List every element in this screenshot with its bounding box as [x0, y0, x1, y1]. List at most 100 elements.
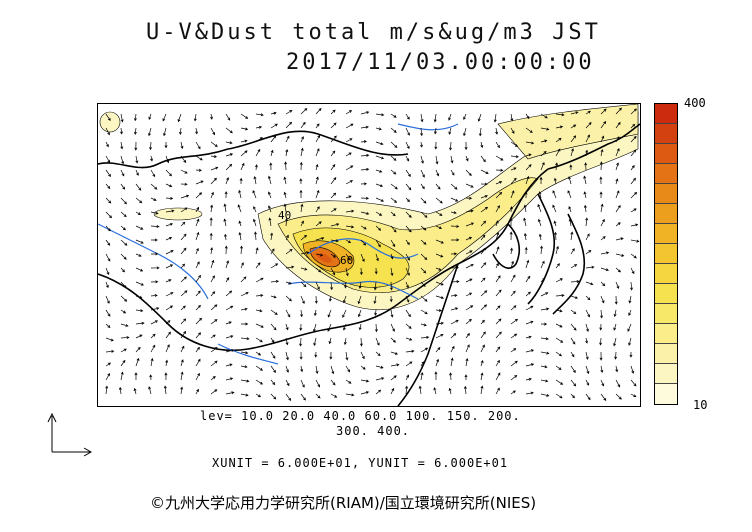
wind-arrow [510, 127, 515, 134]
wind-arrow [420, 309, 428, 315]
wind-vectors [105, 107, 640, 402]
wind-arrow [405, 169, 411, 178]
wind-arrow [135, 211, 142, 215]
wind-arrow [105, 281, 109, 289]
colorbar-segment [655, 304, 677, 324]
wind-arrow [195, 290, 201, 297]
wind-arrow [300, 234, 308, 241]
wind-arrow [284, 161, 288, 171]
wind-arrow [464, 374, 468, 381]
wind-arrow [463, 113, 467, 120]
wind-arrow [465, 236, 473, 241]
wind-arrow [210, 177, 217, 185]
wind-arrow [105, 127, 110, 136]
wind-arrow [405, 337, 413, 341]
wind-arrow [120, 169, 125, 177]
wind-arrow [585, 265, 595, 269]
wind-arrow [570, 337, 576, 345]
wind-arrow [448, 127, 452, 135]
wind-arrow [420, 239, 427, 245]
wind-arrow [120, 225, 126, 231]
wind-arrow [448, 113, 452, 121]
unit-text: XUNIT = 6.000E+01, YUNIT = 6.000E+01 [212, 456, 509, 470]
wind-arrow [135, 267, 144, 272]
wind-arrow [450, 183, 458, 190]
wind-arrow [555, 365, 562, 370]
wind-arrow [509, 217, 513, 227]
wind-arrow [330, 164, 336, 171]
wind-arrow [105, 337, 114, 342]
wind-arrow [433, 387, 437, 395]
wind-arrow [105, 373, 110, 381]
wind-arrow [615, 162, 620, 171]
wind-arrow [465, 278, 473, 283]
wind-arrow [315, 236, 325, 241]
wind-arrow [435, 358, 440, 367]
wind-arrow [210, 389, 218, 395]
wind-arrow [120, 183, 126, 190]
wind-arrow [285, 217, 289, 227]
wind-arrow [240, 162, 245, 171]
colorbar-segment [655, 384, 677, 404]
wind-arrow [599, 191, 603, 199]
wind-arrow [570, 264, 578, 269]
wind-arrow [615, 253, 625, 257]
wind-arrow [435, 211, 443, 216]
wind-arrow [540, 277, 546, 283]
wind-arrow [105, 295, 110, 304]
wind-arrow [555, 323, 563, 328]
wind-arrow [209, 232, 213, 241]
wind-arrow [480, 385, 484, 395]
wind-arrow [375, 337, 380, 346]
wind-arrow [105, 309, 111, 317]
wind-arrow [255, 309, 263, 313]
wind-arrow [195, 304, 201, 311]
wind-arrow [615, 107, 622, 115]
wind-arrow [195, 332, 202, 339]
wind-arrow [105, 169, 111, 178]
wind-arrow [495, 168, 504, 172]
wind-arrow [255, 293, 264, 297]
wind-arrow [270, 263, 279, 269]
wind-arrow [330, 253, 337, 258]
wind-arrow [150, 224, 160, 228]
wind-arrow [477, 113, 482, 122]
wind-arrow [630, 223, 639, 227]
wind-arrow [270, 111, 277, 115]
wind-arrow [375, 239, 381, 248]
wind-arrow [525, 305, 534, 311]
wind-arrow [195, 206, 200, 213]
wind-arrow [540, 139, 548, 143]
wind-arrow [630, 365, 635, 374]
wind-arrow [210, 154, 218, 158]
wind-arrow [148, 127, 152, 137]
wind-arrow [510, 348, 517, 353]
wind-arrow [237, 204, 242, 213]
wind-arrow [330, 208, 337, 213]
wind-arrow [480, 234, 486, 241]
wind-arrow [267, 191, 272, 199]
wind-arrow [524, 191, 528, 199]
wind-arrow [150, 197, 157, 201]
wind-arrow [420, 323, 427, 327]
colorbar-segment [655, 364, 677, 384]
colorbar [654, 103, 678, 405]
wind-arrow [495, 220, 499, 227]
wind-arrow [105, 183, 111, 190]
wind-arrow [165, 169, 172, 177]
colorbar-max-label: 400 [684, 96, 706, 110]
wind-arrow [150, 169, 156, 178]
wind-arrow [255, 351, 262, 356]
wind-arrow [150, 155, 154, 162]
wind-arrow [240, 262, 244, 269]
wind-arrow [225, 290, 233, 297]
wind-arrow [510, 155, 519, 159]
wind-arrow [555, 263, 560, 269]
wind-arrow [285, 109, 293, 115]
wind-arrow [210, 376, 216, 381]
wind-arrow [450, 224, 460, 228]
wind-arrow [420, 183, 425, 190]
wind-arrow [600, 218, 605, 227]
wind-arrow [300, 220, 304, 227]
wind-arrow [525, 259, 530, 269]
